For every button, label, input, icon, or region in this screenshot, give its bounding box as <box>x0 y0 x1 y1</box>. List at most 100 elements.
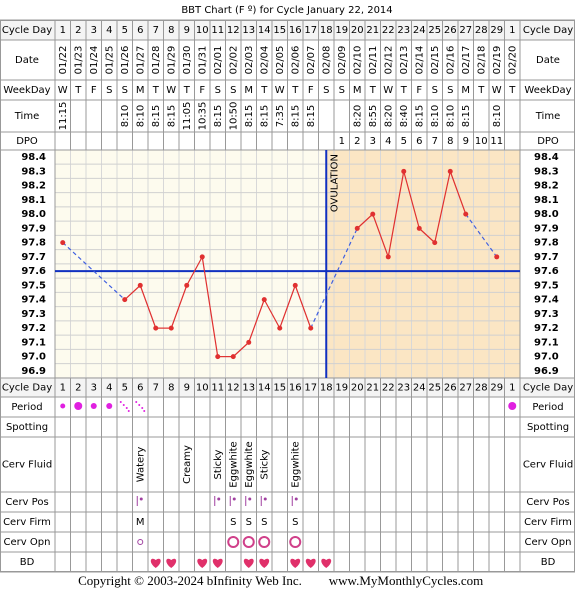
temp-segment <box>232 341 250 358</box>
date: 01/29 <box>166 46 177 75</box>
y-tick-label: 97.8 <box>21 238 46 249</box>
y-tick-label-right: 96.9 <box>534 366 559 377</box>
y-tick-label: 97.0 <box>21 352 46 363</box>
cycle-day: 3 <box>91 383 97 394</box>
time: 8:15 <box>166 105 177 127</box>
time: 8:20 <box>352 105 363 127</box>
weekday: T <box>369 85 377 96</box>
date: 01/23 <box>73 46 84 75</box>
cerv-pos-dot <box>232 497 236 501</box>
cycle-day: 28 <box>475 383 488 394</box>
time: 8:40 <box>399 105 410 127</box>
y-tick-label: 97.9 <box>21 223 46 234</box>
period-spot <box>135 401 138 403</box>
y-tick-label: 96.9 <box>21 366 46 377</box>
cycle-day: 16 <box>289 25 302 36</box>
y-tick-label-right: 97.2 <box>534 323 559 334</box>
row-label-right: Spotting <box>527 422 569 433</box>
time: 8:15 <box>414 105 425 127</box>
y-tick-label: 97.4 <box>21 295 46 306</box>
ovulation-label: OVULATION <box>329 154 340 212</box>
date: 02/07 <box>306 46 317 75</box>
cycle-day: 1 <box>60 25 66 36</box>
dpo: 3 <box>370 136 376 147</box>
cycle-day: 13 <box>242 25 255 36</box>
cycle-day: 4 <box>106 25 112 36</box>
temp-segment <box>418 227 436 244</box>
time: 8:10 <box>492 105 503 127</box>
y-tick-label-right: 98.0 <box>534 209 559 220</box>
period-mark <box>74 402 83 410</box>
y-tick-label: 97.6 <box>21 266 46 277</box>
cycle-day: 27 <box>459 383 472 394</box>
date: 02/14 <box>414 46 425 75</box>
row-label: Cerv Opn <box>4 537 51 548</box>
cerv-fluid: Eggwhite <box>244 441 255 487</box>
cycle-day: 24 <box>413 25 426 36</box>
bd-heart <box>150 558 161 568</box>
cycle-day: 25 <box>428 25 441 36</box>
date: 01/26 <box>120 46 131 75</box>
dpo: 11 <box>490 136 503 147</box>
temp-segment <box>279 285 296 329</box>
time: 7:35 <box>275 105 286 127</box>
time: 8:15 <box>151 105 162 127</box>
cycle-day: 19 <box>335 383 348 394</box>
date: 02/04 <box>259 46 270 75</box>
cycle-day: 9 <box>184 25 190 36</box>
temp-point <box>494 254 500 260</box>
cycle-day: 17 <box>304 25 317 36</box>
time: 8:15 <box>461 105 472 127</box>
bd-heart <box>212 558 223 568</box>
temp-segment <box>263 299 281 329</box>
row-label-right: BD <box>541 557 556 568</box>
time: 11:15 <box>58 102 69 131</box>
cycle-day: 14 <box>258 383 271 394</box>
weekday: W <box>275 85 285 96</box>
dpo: 8 <box>447 136 453 147</box>
time: 8:10 <box>445 105 456 127</box>
temp-gap-segment <box>310 228 358 329</box>
cerv-opn-large <box>258 536 271 548</box>
cycle-day: 29 <box>490 25 503 36</box>
temp-segment <box>186 256 203 286</box>
time: 8:55 <box>368 105 379 127</box>
bd-heart <box>197 558 208 568</box>
temp-point <box>416 225 422 231</box>
temp-segment <box>434 171 451 243</box>
date: 02/03 <box>244 46 255 75</box>
period-spot <box>125 407 128 409</box>
temp-point <box>137 282 143 288</box>
y-tick-label-right: 97.6 <box>534 266 559 277</box>
cycle-day: 25 <box>428 383 441 394</box>
temp-point <box>168 325 174 331</box>
row-label: DPO <box>16 136 38 147</box>
cerv-pos-dot <box>248 497 252 501</box>
temp-point <box>277 325 283 331</box>
temp-point <box>447 168 453 174</box>
y-tick-label-right: 97.5 <box>534 280 559 291</box>
y-tick-label: 97.5 <box>21 280 46 291</box>
dpo: 7 <box>432 136 438 147</box>
period-spot <box>122 404 125 406</box>
row-label-right: Cerv Fluid <box>523 460 573 471</box>
row-label-right: Cycle Day <box>523 383 573 394</box>
cerv-fluid: Eggwhite <box>290 441 301 487</box>
bd-heart <box>243 558 254 568</box>
cerv-firm: S <box>246 517 252 528</box>
weekday: T <box>291 85 299 96</box>
cycle-day: 5 <box>122 383 128 394</box>
cycle-day: 26 <box>444 25 457 36</box>
temp-point <box>463 211 469 217</box>
dpo: 5 <box>401 136 407 147</box>
row-label-right: Time <box>535 111 560 122</box>
cycle-day: 20 <box>351 383 364 394</box>
temp-segment <box>248 299 265 343</box>
copyright: Copyright © 2003-2024 bInfinity Web Inc. <box>78 573 302 588</box>
cerv-fluid: Watery <box>135 447 146 483</box>
cerv-pos-dot <box>139 497 143 501</box>
period-spot <box>127 410 130 412</box>
temp-segment <box>124 284 141 301</box>
time: 8:10 <box>135 105 146 127</box>
